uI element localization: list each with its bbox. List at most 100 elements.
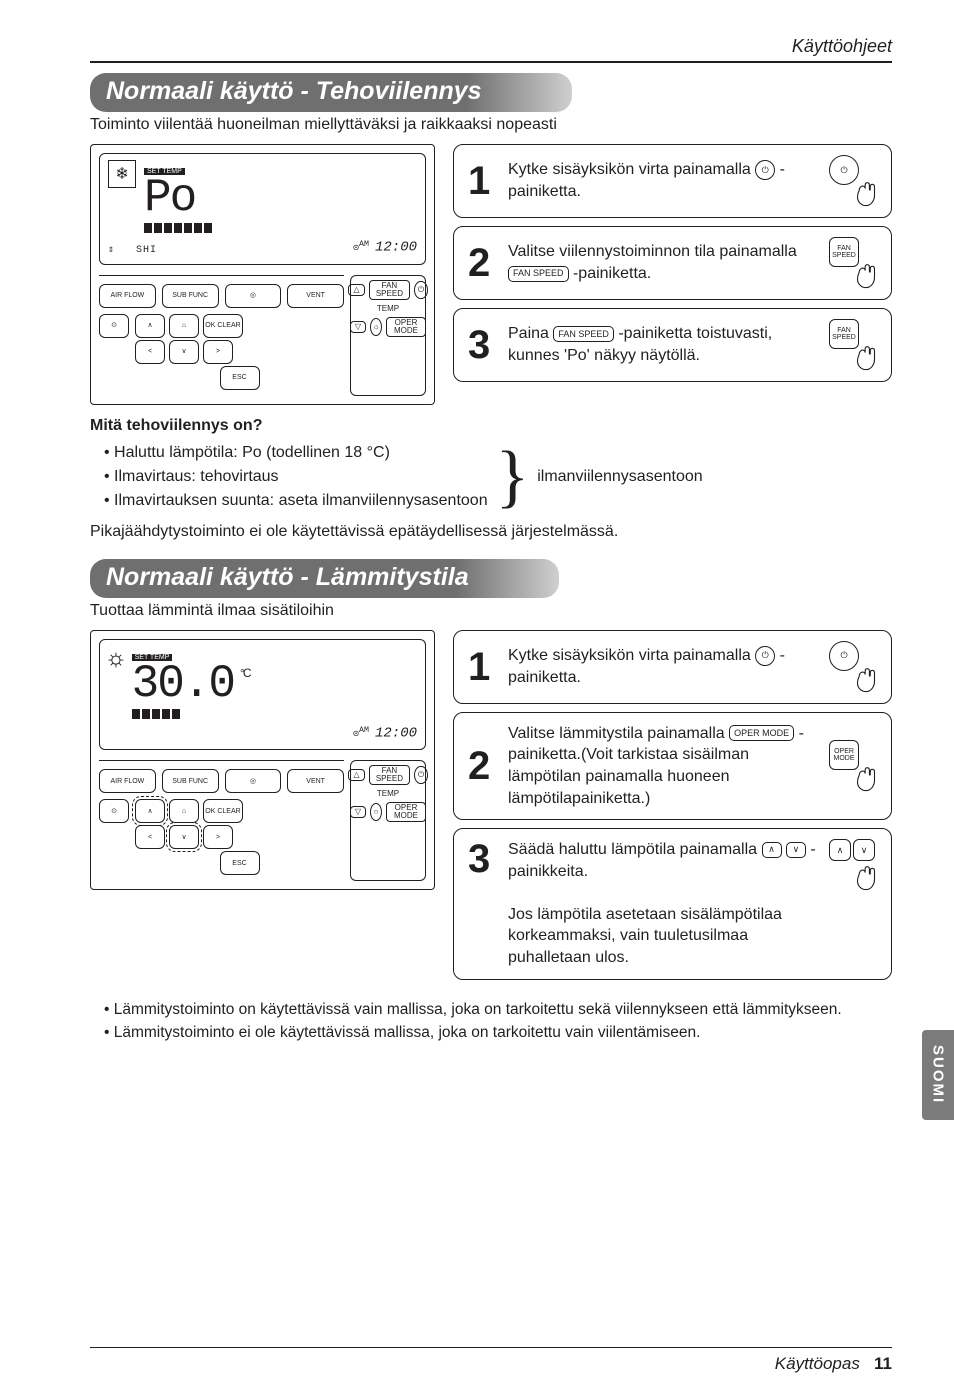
section1-steps: 1 Kytke sisäyksikön virta painamalla ⏻ -… [453, 144, 892, 382]
mini-fan: FAN SPEED [369, 765, 411, 785]
bullet-item: Lämmitystoiminto on käytettävissä vain m… [104, 998, 892, 1021]
fan-bars [132, 709, 250, 719]
inline-up-key: ∧ [762, 842, 782, 858]
section1-note: Pikajäähdytystoiminto ei ole käytettävis… [90, 523, 892, 541]
bullet-item: Haluttu lämpötila: Po (todellinen 18 °C) [104, 441, 488, 465]
section1-bullet-list: Haluttu lämpötila: Po (todellinen 18 °C)… [90, 441, 488, 513]
screen-main-value: Po [144, 178, 195, 219]
hand-icon [849, 175, 883, 209]
btn-home-icon: ⌂ [169, 314, 199, 338]
brace-label: ilmanviilennysasentoon [537, 465, 702, 489]
btn-left-icon: < [135, 340, 165, 364]
btn-clock-icon: ⊙ [99, 314, 129, 338]
mini-power-icon: ⏻ [414, 281, 427, 299]
mini-sun-icon: ☼ [370, 318, 382, 336]
footer-rule [90, 1347, 892, 1348]
press-icon: ∧ ∨ [829, 839, 881, 891]
brace-icon: } [496, 456, 530, 498]
footer-page-number: 11 [874, 1354, 892, 1373]
header-right: Käyttöohjeet [90, 36, 892, 57]
step-number: 1 [468, 161, 498, 201]
section2-intro: Tuottaa lämmintä ilmaa sisätiloihin [90, 602, 892, 620]
press-icon: ⏻ [829, 155, 881, 207]
section2-steps: 1 Kytke sisäyksikön virta painamalla ⏻ -… [453, 630, 892, 980]
section1-bullets-row: Haluttu lämpötila: Po (todellinen 18 °C)… [90, 441, 892, 513]
mini-sun-icon: ○ [370, 803, 382, 821]
remote-screen-2: ☼ SET TEMP 30.0 °C ⊙AM 12:00 [99, 639, 426, 751]
press-icon: FAN SPEED [829, 237, 881, 289]
hand-icon [849, 760, 883, 794]
hand-icon [849, 257, 883, 291]
btn-up-icon-highlighted: ∧ [135, 799, 165, 823]
btn-clock-icon: ⊙ [99, 799, 129, 823]
mini-oper: OPER MODE [386, 317, 426, 337]
hand-icon [849, 859, 883, 893]
mini-up: △ [348, 284, 364, 296]
press-icon: FAN SPEED [829, 319, 881, 371]
btn-vent: VENT [287, 769, 344, 793]
mini-down: ▽ [350, 806, 366, 818]
mini-power-icon: ⏻ [414, 766, 427, 784]
press-key-down: ∨ [853, 839, 875, 861]
section1-intro: Toiminto viilentää huoneilman miellyttäv… [90, 116, 892, 134]
btn-sub-func: SUB FUNC [162, 769, 219, 793]
bullet-item: Ilmavirtauksen suunta: aseta ilmanviilen… [104, 489, 488, 513]
remote-button-grid: AIR FLOW SUB FUNC ◎ VENT ⊙ ∧ ⌂ OK CLEAR [99, 275, 344, 396]
press-key-up: ∧ [829, 839, 851, 861]
btn-target-icon: ◎ [225, 769, 282, 793]
footer-bullet-list: Lämmitystoiminto on käytettävissä vain m… [90, 998, 892, 1045]
step-number: 2 [468, 746, 498, 786]
mini-temp-label: TEMP [377, 789, 399, 798]
step-number: 3 [468, 839, 498, 879]
bullet-item: Lämmitystoiminto ei ole käytettävissä ma… [104, 1021, 892, 1044]
btn-ok: OK CLEAR [203, 314, 243, 338]
step-text: Valitse lämmitystila painamalla OPER MOD… [508, 723, 819, 809]
btn-down-icon-highlighted: ∨ [169, 825, 199, 849]
inline-power-key: ⏻ [755, 160, 775, 180]
fan-bars [144, 223, 212, 233]
hand-icon [849, 661, 883, 695]
inline-fan-key: FAN SPEED [508, 266, 569, 282]
step-text: Säädä haluttu lämpötila painamalla ∧ ∨ -… [508, 839, 819, 969]
remote-side-panel: △ FAN SPEED ⏻ TEMP ▽ ○ OPER MODE [350, 760, 426, 881]
bullet-item: Ilmavirtaus: tehovirtaus [104, 465, 488, 489]
step-number: 3 [468, 325, 498, 365]
screen-clock: ⊙AM 12:00 [353, 725, 417, 741]
remote-illustration-1: ❄ SET TEMP Po ⇕ SHI ⊙AM 12:00 [90, 144, 435, 405]
inline-power-key: ⏻ [755, 646, 775, 666]
btn-sub-func: SUB FUNC [162, 284, 219, 308]
btn-down-icon: ∨ [169, 340, 199, 364]
btn-right-icon: > [203, 825, 233, 849]
press-icon: OPER MODE [829, 740, 881, 792]
inline-fan-key: FAN SPEED [553, 326, 614, 342]
press-icon: ⏻ [829, 641, 881, 693]
language-side-tab: SUOMI [922, 1030, 954, 1120]
section2-body-row: ☼ SET TEMP 30.0 °C ⊙AM 12:00 [90, 630, 892, 980]
mini-temp-label: TEMP [377, 304, 399, 313]
step: 3 Paina FAN SPEED -painiketta toistuvast… [453, 308, 892, 382]
step-text: Kytke sisäyksikön virta painamalla ⏻ -pa… [508, 159, 819, 202]
step-text: Paina FAN SPEED -painiketta toistuvasti,… [508, 323, 819, 366]
step: 2 Valitse viilennystoiminnon tila painam… [453, 226, 892, 300]
mode-icon: ❄ [108, 160, 136, 188]
inline-down-key: ∨ [786, 842, 806, 858]
btn-up-icon: ∧ [135, 314, 165, 338]
step: 2 Valitse lämmitystila painamalla OPER M… [453, 712, 892, 820]
step: 1 Kytke sisäyksikön virta painamalla ⏻ -… [453, 630, 892, 704]
step-number: 1 [468, 647, 498, 687]
mini-oper: OPER MODE [386, 802, 426, 822]
btn-esc: ESC [220, 851, 260, 875]
footer-label: Käyttöopas [775, 1354, 860, 1373]
screen-unit: °C [240, 668, 249, 679]
header-rule [90, 61, 892, 63]
remote-illustration-2: ☼ SET TEMP 30.0 °C ⊙AM 12:00 [90, 630, 435, 891]
step-text: Kytke sisäyksikön virta painamalla ⏻ -pa… [508, 645, 819, 688]
remote-screen-1: ❄ SET TEMP Po ⇕ SHI ⊙AM 12:00 [99, 153, 426, 265]
remote-button-grid: AIR FLOW SUB FUNC ◎ VENT ⊙ ∧ ⌂ OK CLEAR [99, 760, 344, 881]
step-number: 2 [468, 243, 498, 283]
hand-icon [849, 339, 883, 373]
page-footer: Käyttöopas 11 [90, 1347, 892, 1374]
step: 1 Kytke sisäyksikön virta painamalla ⏻ -… [453, 144, 892, 218]
section2-title-pill: Normaali käyttö - Lämmitystila [90, 559, 559, 598]
mini-down: ▽ [350, 321, 366, 333]
